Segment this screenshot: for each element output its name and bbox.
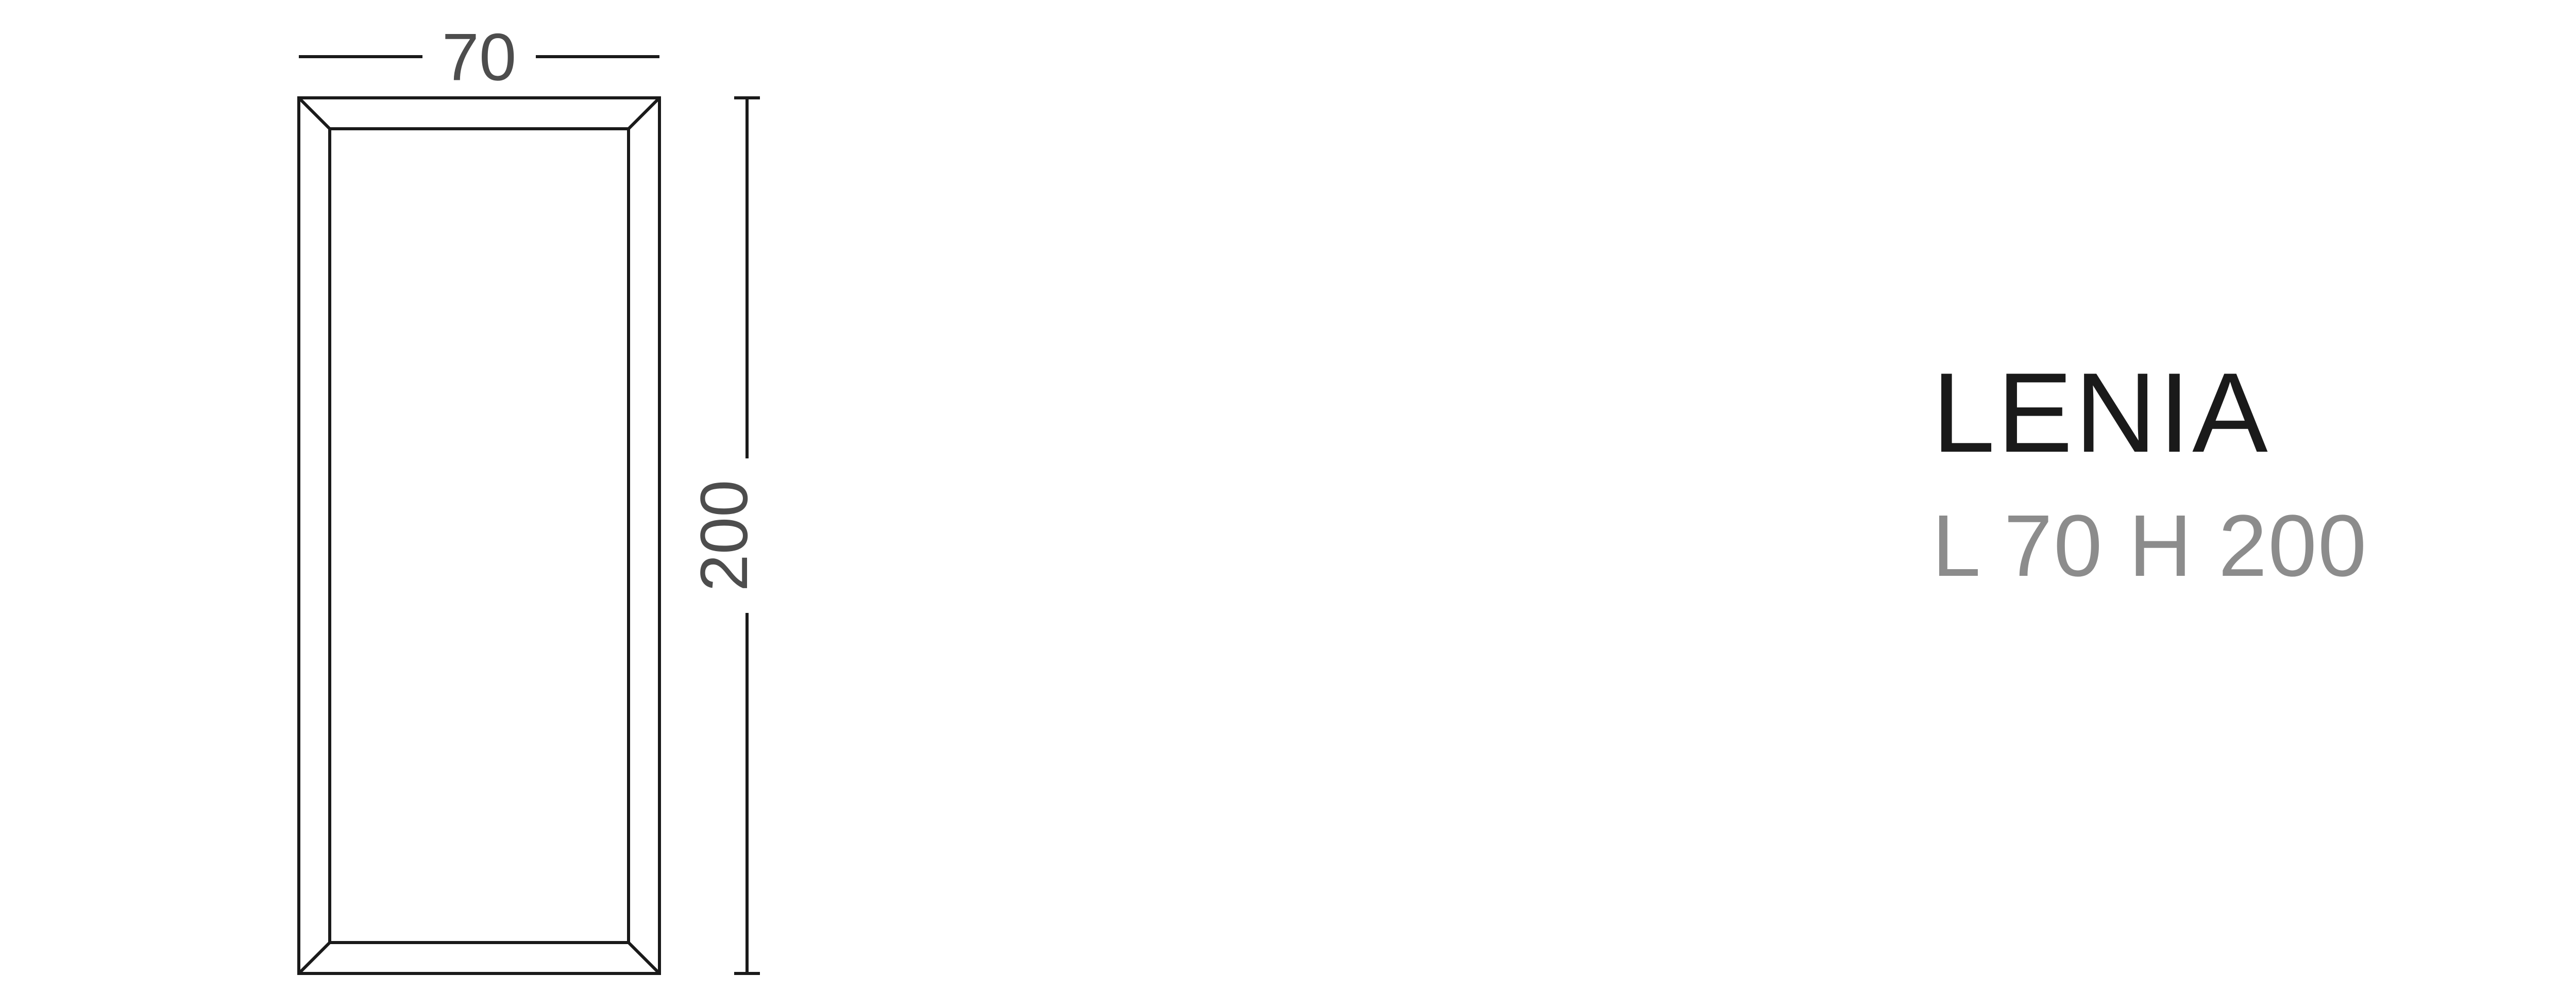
title-block: LENIA L 70 H 200 — [1932, 350, 2367, 596]
product-name: LENIA — [1932, 350, 2367, 475]
canvas: 70 200 LENIA L 70 H 200 — [0, 0, 2576, 992]
width-label: 70 — [442, 20, 517, 95]
height-label: 200 — [686, 480, 761, 592]
frame-outer — [299, 98, 659, 973]
frame-inner — [330, 129, 629, 943]
technical-drawing: 70 200 — [196, 0, 1329, 992]
dimensions-text: L 70 H 200 — [1932, 495, 2367, 596]
